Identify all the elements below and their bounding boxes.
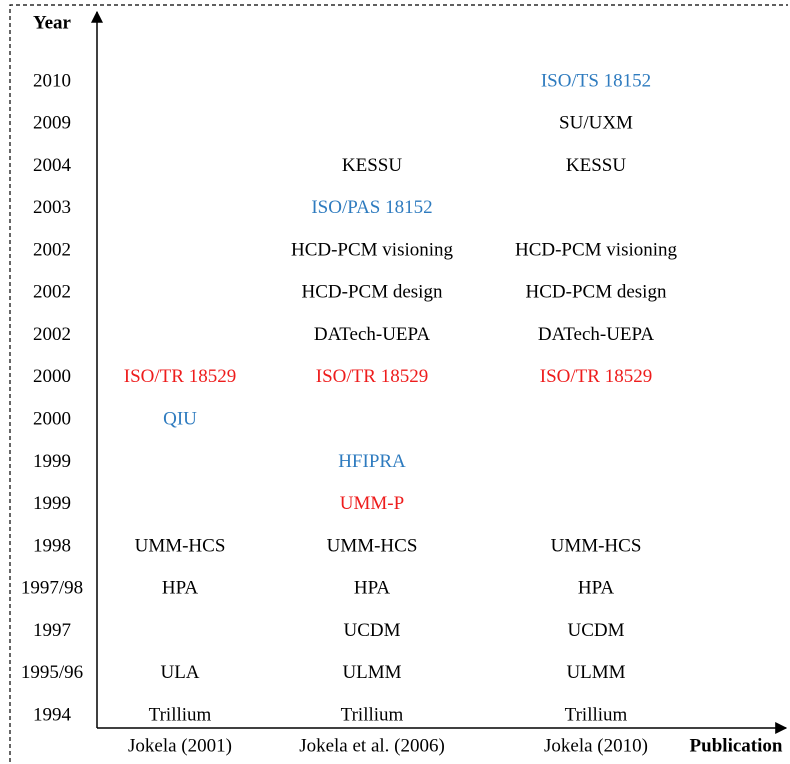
model-label: DATech-UEPA xyxy=(314,324,430,345)
model-label: HCD-PCM visioning xyxy=(291,239,454,260)
model-label: KESSU xyxy=(566,155,626,176)
column-label: Jokela (2001) xyxy=(128,735,232,756)
model-label: KESSU xyxy=(342,155,402,176)
model-label: ISO/PAS 18152 xyxy=(311,197,432,218)
model-label: ULMM xyxy=(566,662,625,683)
model-label: UMM-HCS xyxy=(135,535,226,556)
year-label: 2002 xyxy=(33,282,71,303)
year-label: 1998 xyxy=(33,535,71,556)
model-label: UMM-HCS xyxy=(327,535,418,556)
year-label: 2003 xyxy=(33,197,71,218)
model-label: UMM-P xyxy=(340,493,404,514)
model-label: UCDM xyxy=(567,620,624,641)
model-label: ULA xyxy=(160,662,199,683)
year-label: 1997 xyxy=(33,620,71,641)
model-label: UMM-HCS xyxy=(551,535,642,556)
year-label: 2004 xyxy=(33,155,72,176)
x-axis-label: Publication xyxy=(690,735,783,756)
model-label: ISO/TR 18529 xyxy=(316,366,428,387)
model-label: HPA xyxy=(162,578,199,599)
model-label: Trillium xyxy=(341,704,404,725)
column-label: Jokela et al. (2006) xyxy=(299,735,445,756)
model-label: HCD-PCM design xyxy=(302,282,443,303)
model-label: HPA xyxy=(578,578,615,599)
model-label: SU/UXM xyxy=(559,113,633,134)
model-label: ISO/TR 18529 xyxy=(124,366,236,387)
model-label: QIU xyxy=(163,408,197,429)
model-label: Trillium xyxy=(565,704,628,725)
year-label: 2010 xyxy=(33,70,71,91)
year-label: 1995/96 xyxy=(21,662,83,683)
year-label: 1999 xyxy=(33,493,71,514)
model-label: HCD-PCM design xyxy=(526,282,667,303)
model-label: HFIPRA xyxy=(338,451,406,472)
model-label: ISO/TR 18529 xyxy=(540,366,652,387)
year-label: 1997/98 xyxy=(21,578,83,599)
year-label: 2009 xyxy=(33,113,71,134)
model-label: Trillium xyxy=(149,704,212,725)
year-label: 2000 xyxy=(33,408,71,429)
dashed-border xyxy=(9,4,788,762)
model-label: HCD-PCM visioning xyxy=(515,239,678,260)
model-label: HPA xyxy=(354,578,391,599)
model-label: DATech-UEPA xyxy=(538,324,654,345)
year-label: 1999 xyxy=(33,451,71,472)
model-label: ISO/TS 18152 xyxy=(541,70,651,91)
model-label: ULMM xyxy=(342,662,401,683)
year-label: 2000 xyxy=(33,366,71,387)
year-label: 2002 xyxy=(33,324,71,345)
y-axis-label: Year xyxy=(33,12,72,33)
model-label: UCDM xyxy=(343,620,400,641)
year-label: 2002 xyxy=(33,239,71,260)
column-label: Jokela (2010) xyxy=(544,735,648,756)
year-label: 1994 xyxy=(33,704,72,725)
